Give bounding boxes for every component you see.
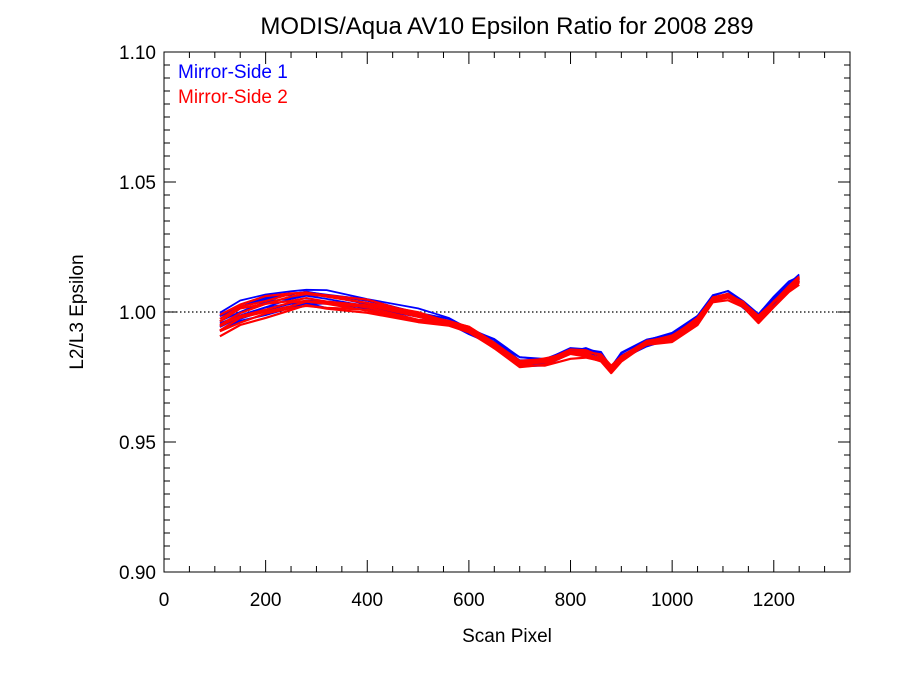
x-tick-label: 400 bbox=[351, 590, 383, 611]
chart-title: MODIS/Aqua AV10 Epsilon Ratio for 2008 2… bbox=[260, 13, 753, 40]
legend-entry-1: Mirror-Side 1 bbox=[178, 62, 288, 83]
legend: Mirror-Side 1 Mirror-Side 2 bbox=[178, 62, 288, 108]
y-tick-label: 1.05 bbox=[119, 173, 156, 194]
y-tick-label: 0.90 bbox=[119, 563, 156, 584]
x-tick-label: 600 bbox=[453, 590, 485, 611]
series-2-line bbox=[219, 275, 800, 367]
y-tick-label: 1.00 bbox=[119, 303, 156, 324]
y-tick-label: 1.10 bbox=[119, 43, 156, 64]
series-1-line bbox=[219, 275, 800, 368]
y-axis-label: L2/L3 Epsilon bbox=[67, 254, 88, 369]
series-2 bbox=[219, 275, 800, 375]
x-tick-label: 0 bbox=[159, 590, 170, 611]
legend-entry-2: Mirror-Side 2 bbox=[178, 87, 288, 108]
x-tick-label: 800 bbox=[555, 590, 587, 611]
axis-ticks: 0 200 400 600 800 1000 1200 0.90 0.95 1.00 1.05 1.1… bbox=[119, 43, 850, 611]
series-layer bbox=[219, 273, 800, 375]
y-tick-label: 0.95 bbox=[119, 433, 156, 454]
x-tick-label: 1000 bbox=[651, 590, 693, 611]
x-axis-label: Scan Pixel bbox=[462, 626, 552, 647]
x-tick-label: 200 bbox=[250, 590, 282, 611]
x-tick-label: 1200 bbox=[753, 590, 795, 611]
